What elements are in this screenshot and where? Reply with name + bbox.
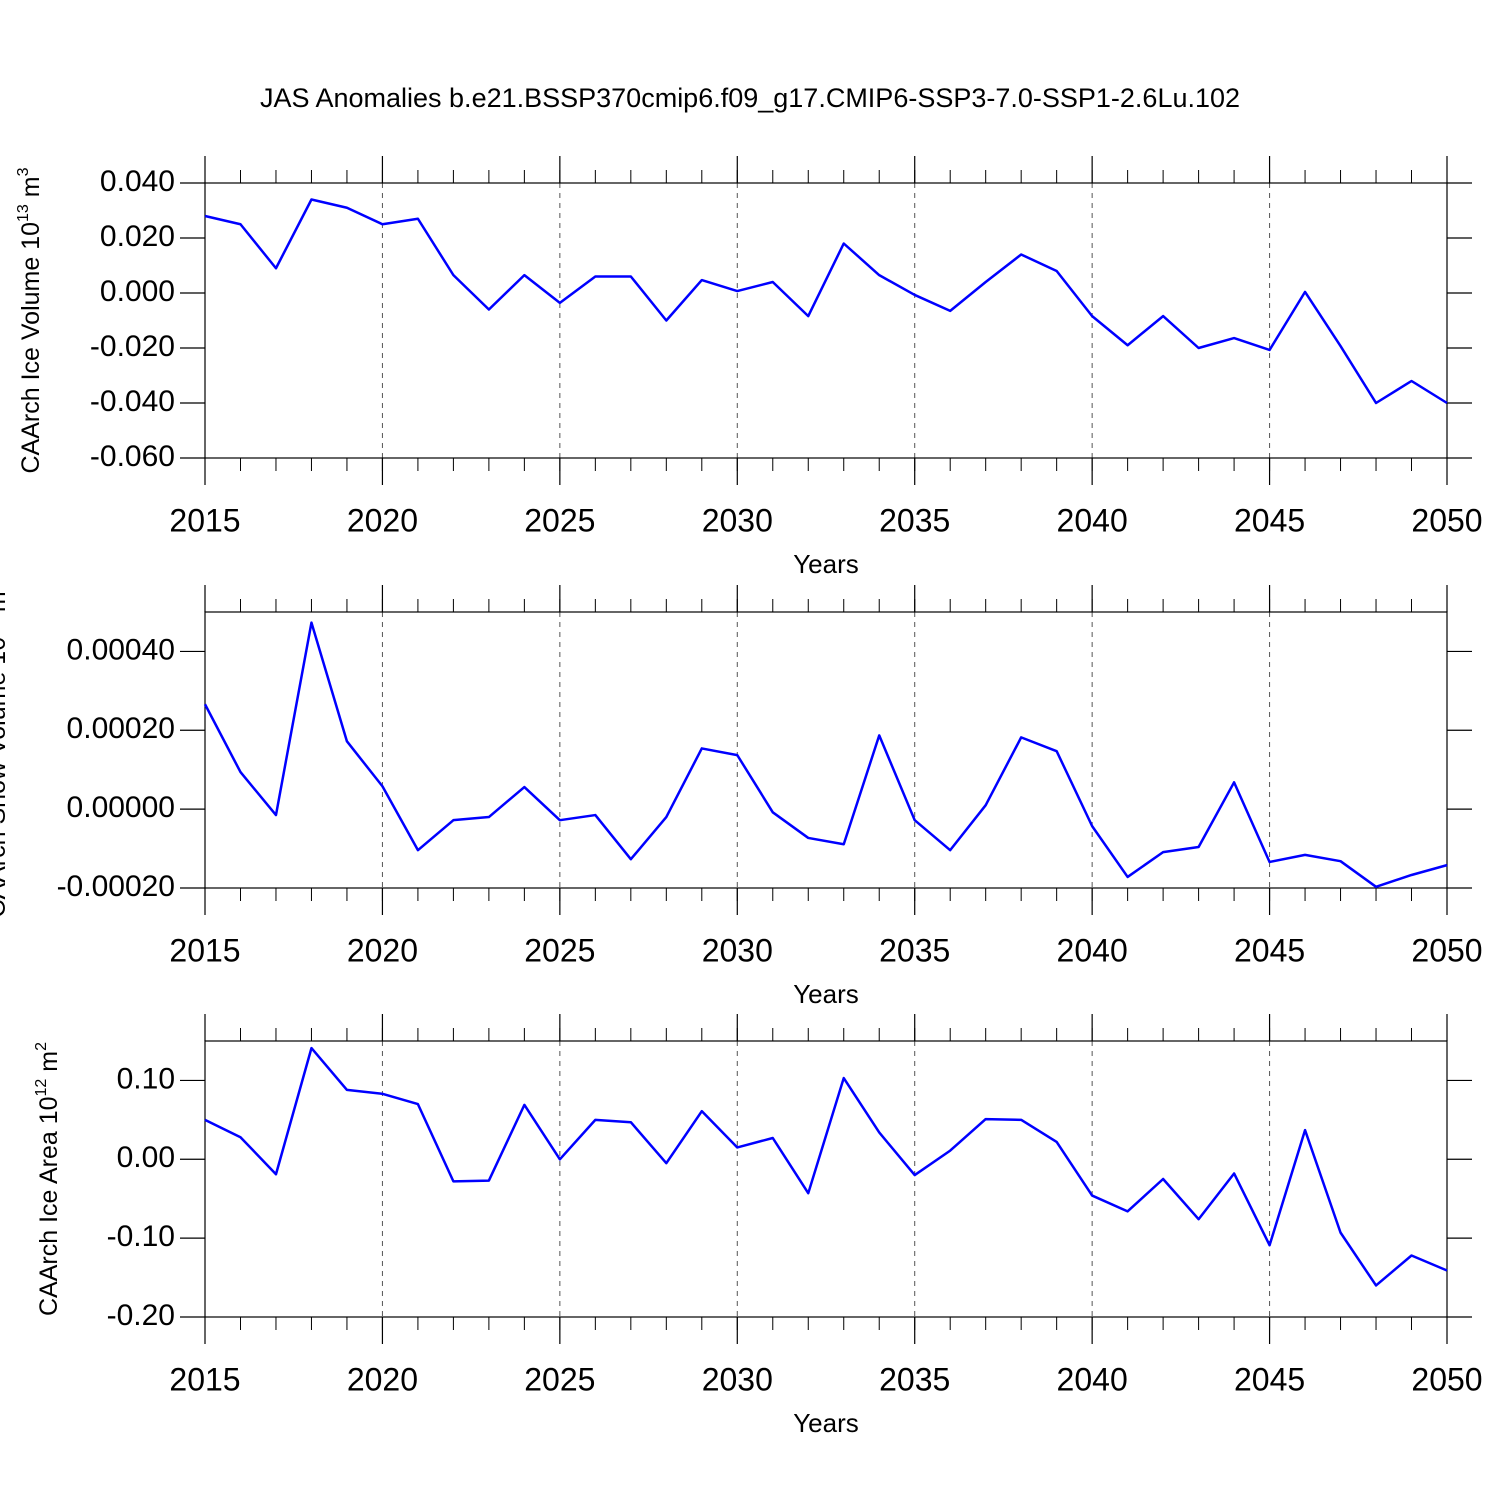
y-axis-label-part: m (17, 176, 45, 204)
x-tick-label: 2035 (879, 1361, 950, 1397)
y-axis-label: CAArch Ice Area 1012 m2 (33, 1042, 63, 1316)
x-tick-label: 2045 (1234, 932, 1305, 968)
y-tick-label: -0.00020 (57, 870, 175, 903)
x-tick-label: 2025 (524, 1361, 595, 1397)
y-axis-label: CAArch Snow Volume 1013 m3 (0, 582, 11, 917)
panel: 2015 2020 2025 2030 2035 2040 2045 2050 -0.060 -0… (15, 156, 1483, 579)
y-axis-label-part: CAArch Ice Area 10 (35, 1096, 63, 1316)
y-tick-label: -0.20 (107, 1299, 175, 1332)
x-tick-label: 2015 (169, 502, 240, 538)
plot-frame (204, 1040, 1448, 1318)
data-line (204, 1046, 1448, 1287)
y-tick-label: 0.00020 (67, 712, 175, 745)
y-axis-label-part: 13 (15, 204, 32, 222)
y-tick-label: -0.040 (90, 385, 175, 418)
y-tick-label: -0.10 (107, 1220, 175, 1253)
figure-title: JAS Anomalies b.e21.BSSP370cmip6.f09_g17… (260, 83, 1240, 113)
y-axis-label-part: CAArch Snow Volume 10 (0, 637, 11, 918)
y-tick-label: 0.00040 (67, 633, 175, 666)
y-tick-label: -0.060 (90, 440, 175, 473)
x-axis-label: Years (793, 979, 859, 1009)
x-tick-label: 2045 (1234, 502, 1305, 538)
plot-frame (204, 611, 1448, 889)
x-tick-label: 2045 (1234, 1361, 1305, 1397)
x-tick-label: 2030 (702, 502, 773, 538)
y-tick-label: 0.000 (100, 275, 175, 308)
x-axis-label: Years (793, 549, 859, 579)
data-line (204, 198, 1448, 405)
x-tick-label: 2020 (347, 1361, 418, 1397)
x-tick-label: 2020 (347, 932, 418, 968)
y-tick-label: 0.00 (117, 1141, 175, 1174)
y-tick-label: 0.020 (100, 220, 175, 253)
y-axis-label-part: 2 (33, 1042, 50, 1051)
x-tick-label: 2035 (879, 502, 950, 538)
x-tick-label: 2030 (702, 932, 773, 968)
x-tick-label: 2020 (347, 502, 418, 538)
x-axis-label: Years (793, 1408, 859, 1438)
x-tick-label: 2040 (1057, 932, 1128, 968)
x-tick-label: 2030 (702, 1361, 773, 1397)
x-tick-label: 2040 (1057, 502, 1128, 538)
y-axis-label: CAArch Ice Volume 1013 m3 (15, 167, 45, 473)
x-tick-label: 2025 (524, 932, 595, 968)
y-axis-label-part: 3 (15, 167, 32, 176)
y-tick-label: 0.10 (117, 1062, 175, 1095)
y-tick-label: -0.020 (90, 330, 175, 363)
x-tick-label: 2050 (1411, 932, 1482, 968)
y-axis-label-part: CAArch Ice Volume 10 (17, 222, 45, 474)
plot-frame (204, 182, 1448, 459)
panel: 2015 2020 2025 2030 2035 2040 2045 2050 -0.20 -0.… (33, 1014, 1483, 1438)
x-tick-label: 2040 (1057, 1361, 1128, 1397)
x-tick-label: 2050 (1411, 502, 1482, 538)
y-axis-label-part: 12 (33, 1079, 50, 1097)
y-axis-label-part: m (35, 1051, 63, 1079)
panel: 2015 2020 2025 2030 2035 2040 2045 2050 -0.00020… (0, 582, 1483, 1009)
x-tick-label: 2015 (169, 1361, 240, 1397)
x-tick-label: 2025 (524, 502, 595, 538)
x-tick-label: 2015 (169, 932, 240, 968)
y-tick-label: 0.040 (100, 165, 175, 198)
y-axis-label-part: m (0, 591, 11, 619)
x-tick-label: 2035 (879, 932, 950, 968)
y-tick-label: 0.00000 (67, 791, 175, 824)
data-line (203, 621, 1448, 889)
x-tick-label: 2050 (1411, 1361, 1482, 1397)
